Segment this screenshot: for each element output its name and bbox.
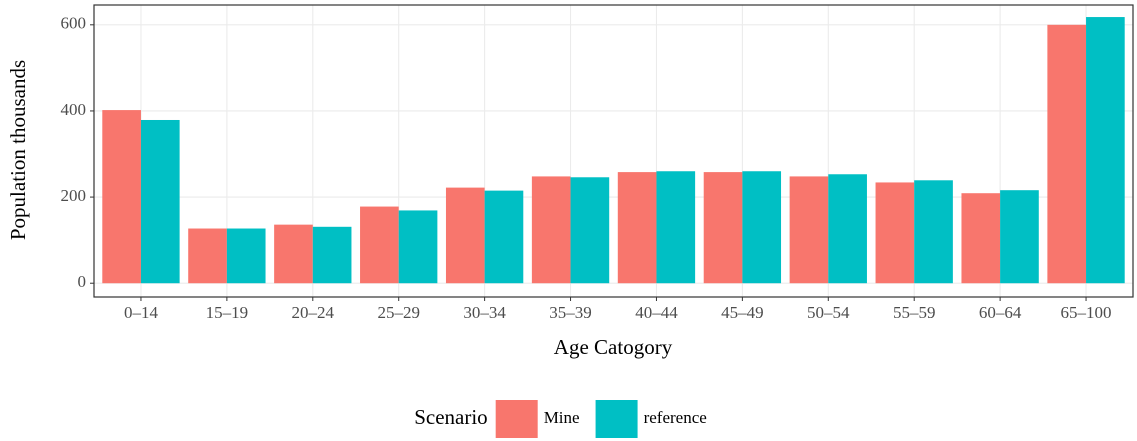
y-tick-label: 200 [61,186,87,205]
x-tick-label: 40–44 [635,303,678,322]
bar [789,176,829,284]
bar [188,228,227,284]
bar [102,110,141,284]
bar [961,193,1001,284]
x-tick-label: 15–19 [206,303,249,322]
legend-key [495,400,538,438]
x-tick-label: 45–49 [721,303,764,322]
bar [445,187,485,284]
bar [531,176,571,284]
bar [312,226,352,284]
y-tick-label: 600 [61,14,87,33]
bar [1086,17,1125,284]
x-tick-label: 35–39 [549,303,592,322]
bar [1000,190,1039,284]
legend-title: Scenario [414,405,487,429]
bar [742,171,782,284]
bar [570,177,610,284]
x-tick-label: 65–100 [1061,303,1112,322]
bar [140,119,180,284]
legend-label: Mine [544,408,580,427]
x-tick-label: 55–59 [893,303,936,322]
x-axis-label: Age Catogory [554,335,673,359]
bar [1047,24,1087,284]
bar [656,171,696,284]
x-tick-label: 50–54 [807,303,850,322]
x-tick-label: 30–34 [463,303,506,322]
bar [828,174,867,284]
bar [617,172,657,284]
y-tick-label: 400 [61,100,87,119]
bar [226,228,266,284]
bar [703,172,743,284]
legend-key [595,400,638,438]
y-axis-label: Population thousands [6,60,30,240]
x-tick-label: 60–64 [979,303,1022,322]
legend-label: reference [644,408,707,427]
bar [360,206,399,284]
y-tick-label: 0 [78,272,87,291]
x-tick-label: 0–14 [124,303,159,322]
bar [914,180,953,284]
bar [484,190,524,284]
bar [398,210,438,284]
x-tick-label: 20–24 [292,303,335,322]
x-tick-label: 25–29 [377,303,420,322]
panel-border [93,4,1134,298]
bar [875,182,915,284]
bar [274,224,313,284]
